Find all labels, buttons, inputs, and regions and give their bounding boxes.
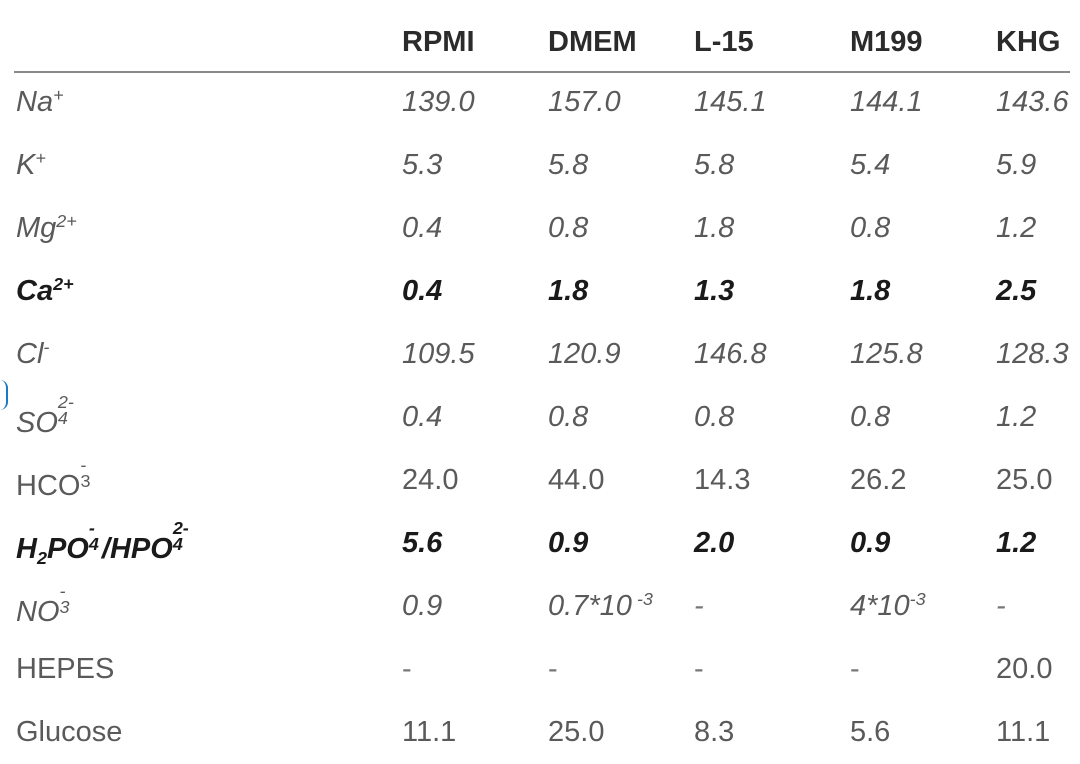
table-cell: 25.0: [548, 716, 605, 748]
table-cell: 5.6: [850, 716, 891, 748]
table-cell: 0.8: [548, 212, 589, 244]
table-cell: 1.3: [694, 275, 735, 307]
row-label-no3: NO -3: [16, 581, 70, 628]
table-cell: -: [402, 653, 412, 685]
edge-marker: [0, 380, 8, 410]
table-cell: 1.8: [850, 275, 891, 307]
table-cell: 145.1: [694, 86, 767, 118]
table-cell: 5.8: [694, 149, 735, 181]
table-cell: 1.2: [996, 527, 1037, 559]
row-label-na: Na+: [16, 85, 64, 118]
table-cell: 14.3: [694, 464, 751, 496]
table-cell: 146.8: [694, 338, 767, 370]
table-cell: 139.0: [402, 86, 475, 118]
column-header-l15: L-15: [694, 26, 754, 58]
table-cell: 2.0: [694, 527, 735, 559]
column-header-dmem: DMEM: [548, 26, 637, 58]
table-cell: 0.7*10 -3: [548, 589, 653, 622]
table-cell: 0.4: [402, 275, 443, 307]
table-cell: 0.8: [850, 212, 891, 244]
table-cell: 44.0: [548, 464, 605, 496]
row-label-phosphate: H2PO -4/HPO 2- 4: [16, 518, 189, 569]
table-cell: 0.8: [850, 401, 891, 433]
table-cell: 1.2: [996, 212, 1037, 244]
table-cell: 0.9: [850, 527, 891, 559]
table-cell: 0.8: [548, 401, 589, 433]
row-label-hco3: HCO -3: [16, 455, 91, 502]
table-cell: 26.2: [850, 464, 907, 496]
table-cell: 5.9: [996, 149, 1037, 181]
table-cell: 4*10-3: [850, 589, 926, 622]
table-cell: 0.8: [694, 401, 735, 433]
table-cell: 157.0: [548, 86, 621, 118]
table-cell: 109.5: [402, 338, 475, 370]
table-cell: 125.8: [850, 338, 923, 370]
table-cell: 1.8: [694, 212, 735, 244]
table-cell: -: [694, 590, 704, 622]
table-cell: 5.8: [548, 149, 589, 181]
table-cell: 8.3: [694, 716, 735, 748]
row-label-hepes: HEPES: [16, 653, 115, 685]
table-cell: 0.4: [402, 401, 443, 433]
table-cell: -: [996, 590, 1006, 622]
column-header-m199: M199: [850, 26, 923, 58]
row-label-so4: SO 2- 4: [16, 392, 74, 439]
table-cell: -: [850, 653, 860, 685]
table-cell: 1.8: [548, 275, 589, 307]
table-cell: 20.0: [996, 653, 1053, 685]
table-cell: 1.2: [996, 401, 1037, 433]
table-cell: 144.1: [850, 86, 923, 118]
row-label-cl: Cl-: [16, 337, 50, 370]
row-label-k: K+: [16, 148, 46, 181]
row-label-mg: Mg2+: [16, 211, 77, 244]
table-cell: 11.1: [402, 716, 457, 748]
table-cell: 11.1: [996, 716, 1051, 748]
table-cell: -: [548, 653, 558, 685]
table-cell: 24.0: [402, 464, 459, 496]
row-label-ca: Ca2+: [16, 274, 74, 307]
table-cell: 0.9: [548, 527, 589, 559]
table-cell: 143.6: [996, 86, 1069, 118]
table-cell: 0.4: [402, 212, 443, 244]
table-cell: 5.4: [850, 149, 891, 181]
column-header-rpmi: RPMI: [402, 26, 475, 58]
table-cell: -: [694, 653, 704, 685]
table-cell: 120.9: [548, 338, 621, 370]
table-cell: 5.3: [402, 149, 443, 181]
table-cell: 128.3: [996, 338, 1069, 370]
table-cell: 2.5: [996, 275, 1037, 307]
column-header-khg: KHG: [996, 26, 1061, 58]
table-cell: 5.6: [402, 527, 443, 559]
table-cell: 0.9: [402, 590, 443, 622]
row-label-glucose: Glucose: [16, 716, 123, 748]
header-divider: [14, 71, 1070, 73]
table-cell: 25.0: [996, 464, 1053, 496]
